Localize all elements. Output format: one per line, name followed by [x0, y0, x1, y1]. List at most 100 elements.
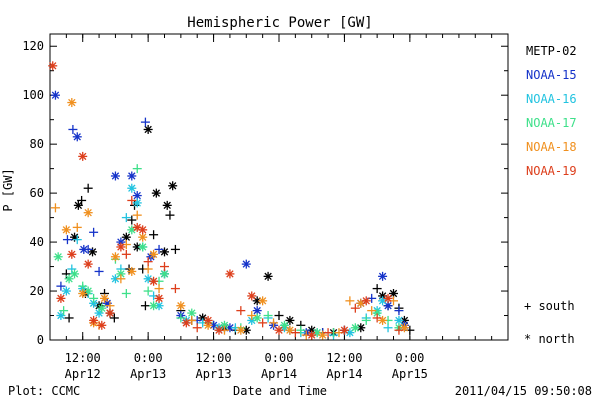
north-point: [162, 200, 172, 210]
north-point: [56, 293, 66, 303]
south-point: [62, 235, 72, 245]
legend-series-label: METP-02: [526, 44, 577, 58]
north-point: [61, 225, 71, 235]
south-point: [165, 210, 175, 220]
south-point: [372, 284, 382, 294]
legend-north: * north: [524, 332, 575, 346]
north-point: [61, 286, 71, 296]
south-point: [160, 262, 169, 272]
south-point: [83, 183, 93, 193]
y-axis-ticks: 0 20 40 60 80 100 120: [22, 39, 508, 347]
south-point: [94, 266, 104, 276]
plot-frame: [49, 33, 509, 341]
south-point: [170, 244, 180, 254]
south-point: [64, 313, 74, 323]
north-point: [258, 296, 268, 306]
south-point: [154, 284, 164, 294]
legend-south: + south: [524, 299, 575, 313]
south-point: [50, 203, 60, 213]
south-point: [127, 215, 137, 225]
north-point: [274, 325, 284, 335]
south-point: [127, 195, 137, 205]
south-point: [394, 306, 404, 316]
north-point: [383, 301, 393, 311]
south-point: [263, 311, 273, 321]
north-point: [241, 259, 251, 269]
north-point: [48, 61, 58, 71]
north-point: [89, 298, 99, 308]
footer-x-axis-label: Date and Time: [233, 384, 327, 398]
south-point: [290, 328, 300, 338]
y-axis-label: P [GW]: [1, 168, 15, 211]
north-point: [72, 132, 82, 142]
south-point: [367, 306, 377, 316]
south-point: [258, 318, 268, 328]
south-point: [72, 222, 82, 232]
north-point: [149, 301, 159, 311]
x-tick-time-label: 0:00: [265, 351, 294, 365]
north-point: [97, 303, 107, 313]
south-point: [116, 274, 126, 284]
north-point: [225, 269, 235, 279]
north-point: [252, 313, 262, 323]
legend-series-label: NOAA-17: [526, 116, 577, 130]
north-point: [176, 301, 186, 311]
north-point: [307, 330, 317, 340]
south-point: [132, 210, 142, 220]
north-point: [127, 183, 137, 193]
footer-credit: Plot: CCMC: [8, 384, 80, 398]
north-point: [149, 276, 159, 286]
north-point: [318, 330, 328, 340]
x-tick-date-label: Apr14: [326, 367, 362, 381]
north-point: [132, 198, 142, 208]
north-point: [53, 252, 63, 262]
chart-title: Hemispheric Power [GW]: [187, 15, 372, 31]
y-tick-label: 20: [30, 284, 44, 298]
legend-series-label: NOAA-19: [526, 164, 577, 178]
north-point: [67, 249, 77, 259]
x-tick-date-label: Apr13: [196, 367, 232, 381]
y-tick-label: 40: [30, 235, 44, 249]
north-point: [105, 308, 115, 318]
north-point: [151, 188, 161, 198]
north-point: [138, 225, 148, 235]
north-point: [83, 208, 93, 218]
south-point: [192, 323, 202, 333]
south-point: [350, 303, 360, 313]
south-point: [149, 230, 159, 240]
x-tick-time-label: 0:00: [395, 351, 424, 365]
x-tick-time-label: 12:00: [65, 351, 101, 365]
south-point: [143, 286, 153, 296]
south-point: [121, 213, 131, 223]
south-point: [83, 244, 93, 254]
north-point: [378, 271, 388, 281]
south-point: [247, 311, 257, 321]
south-point: [154, 244, 164, 254]
legend-series-label: NOAA-16: [526, 92, 577, 106]
north-point: [78, 288, 88, 298]
south-point: [176, 313, 186, 323]
north-point: [149, 249, 159, 259]
x-tick-time-label: 12:00: [326, 351, 362, 365]
north-point: [89, 315, 99, 325]
north-point: [73, 200, 83, 210]
x-axis-ticks: 12:00 Apr12 0:00 Apr13 12:00 Apr13 0:00 Apr14 12…: [49, 34, 509, 381]
south-point: [372, 313, 382, 323]
x-tick-time-label: 0:00: [134, 351, 163, 365]
south-point: [361, 315, 371, 325]
south-point: [394, 325, 404, 335]
south-point: [236, 306, 246, 316]
north-point: [127, 171, 137, 181]
y-tick-label: 100: [22, 88, 44, 102]
north-point: [100, 293, 110, 303]
north-point: [143, 124, 153, 134]
south-point: [143, 257, 153, 267]
south-point: [89, 227, 99, 237]
north-point: [160, 247, 169, 257]
north-point: [236, 325, 246, 335]
south-point: [140, 301, 150, 311]
north-point: [399, 323, 409, 333]
north-point: [181, 318, 191, 328]
x-tick-date-label: Apr15: [392, 367, 428, 381]
